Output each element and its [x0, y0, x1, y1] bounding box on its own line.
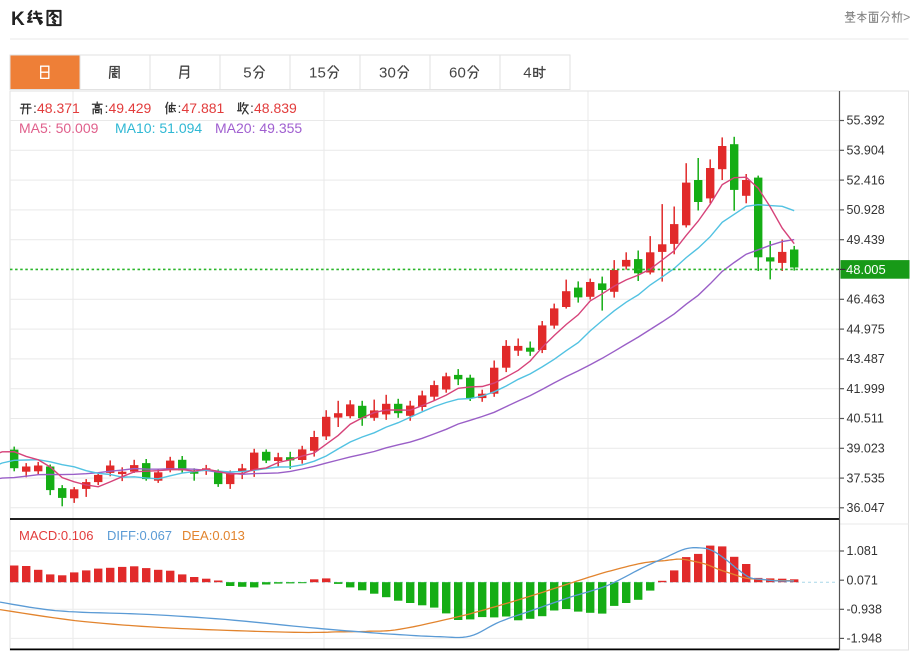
svg-text:46.463: 46.463: [847, 293, 885, 307]
svg-text:5: 5: [243, 65, 251, 82]
svg-text:DEA:0.013: DEA:0.013: [182, 528, 245, 543]
svg-text:K: K: [11, 9, 25, 30]
svg-text:55.392: 55.392: [847, 114, 885, 128]
svg-text:MA20: 49.355: MA20: 49.355: [215, 120, 302, 136]
svg-text:36.047: 36.047: [847, 501, 885, 515]
svg-text:52.416: 52.416: [847, 173, 885, 187]
svg-text:37.535: 37.535: [847, 471, 885, 485]
svg-text:53.904: 53.904: [847, 144, 885, 158]
svg-text:44.975: 44.975: [847, 322, 885, 336]
svg-text:0: 0: [388, 65, 396, 82]
svg-text:3: 3: [379, 65, 387, 82]
svg-text:0: 0: [458, 65, 466, 82]
svg-text:50.928: 50.928: [847, 203, 885, 217]
svg-text::: :: [178, 100, 182, 116]
svg-text:4: 4: [523, 65, 531, 82]
svg-text:43.487: 43.487: [847, 352, 885, 366]
svg-text:>: >: [903, 11, 910, 25]
svg-text:1: 1: [309, 65, 317, 82]
svg-text:DIFF:0.067: DIFF:0.067: [107, 528, 172, 543]
svg-text::: :: [105, 100, 109, 116]
svg-text:49.439: 49.439: [847, 233, 885, 247]
svg-text:-1.948: -1.948: [847, 632, 882, 646]
svg-text:49.429: 49.429: [109, 100, 152, 116]
svg-text:6: 6: [449, 65, 457, 82]
svg-text::: :: [250, 100, 254, 116]
svg-text:40.511: 40.511: [847, 412, 884, 426]
svg-text:MA5: 50.009: MA5: 50.009: [19, 120, 99, 136]
svg-text:5: 5: [318, 65, 326, 82]
svg-text:41.999: 41.999: [847, 382, 885, 396]
svg-text:-0.938: -0.938: [847, 603, 882, 617]
svg-text:MA10: 51.094: MA10: 51.094: [115, 120, 202, 136]
svg-text:MACD:0.106: MACD:0.106: [19, 528, 93, 543]
svg-text:48.005: 48.005: [846, 262, 886, 277]
svg-text:47.881: 47.881: [182, 100, 225, 116]
svg-text:39.023: 39.023: [847, 442, 885, 456]
svg-text:1.081: 1.081: [847, 544, 878, 558]
svg-text:48.371: 48.371: [37, 100, 80, 116]
svg-text:48.839: 48.839: [254, 100, 297, 116]
svg-text:0.071: 0.071: [847, 573, 878, 587]
svg-text::: :: [33, 100, 37, 116]
